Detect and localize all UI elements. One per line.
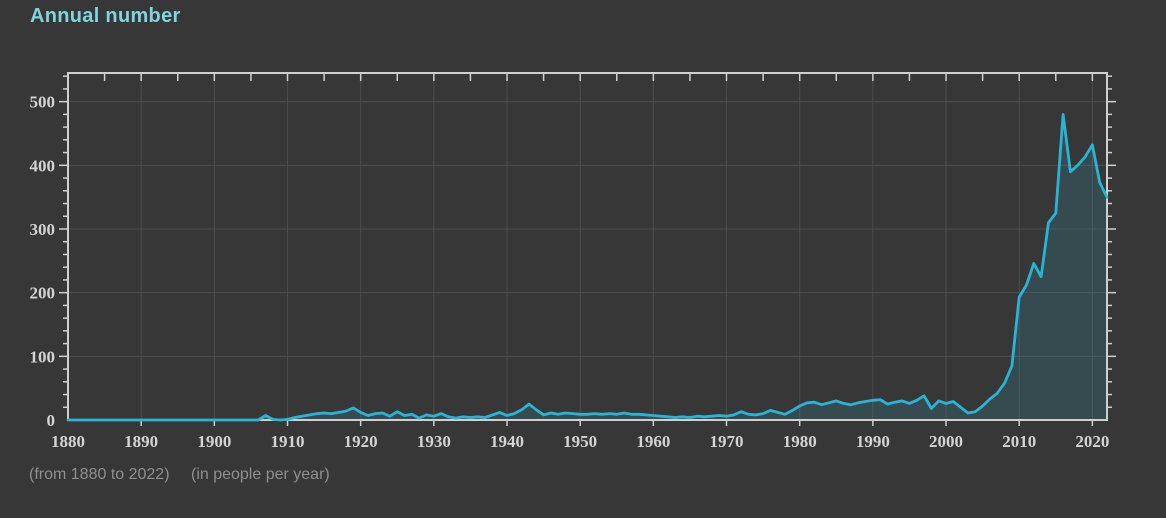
axis-ticks xyxy=(59,74,1116,426)
x-tick-label: 2010 xyxy=(1002,432,1036,451)
x-tick-label: 1950 xyxy=(563,432,597,451)
x-axis-labels: 1880 1890 1900 1910 1920 1930 1940 1950 1960 1970… xyxy=(51,432,1109,451)
y-tick-label: 300 xyxy=(30,220,56,239)
x-tick-label: 1940 xyxy=(490,432,524,451)
x-tick-label: 1970 xyxy=(710,432,744,451)
chart-caption: (from 1880 to 2022) (in people per year) xyxy=(29,466,330,484)
x-tick-label: 1910 xyxy=(271,432,305,451)
caption-range: (from 1880 to 2022) xyxy=(29,466,170,483)
x-tick-label: 1880 xyxy=(51,432,85,451)
y-tick-label: 200 xyxy=(30,284,56,303)
y-tick-label: 100 xyxy=(30,347,56,366)
x-tick-label: 2020 xyxy=(1075,432,1109,451)
y-axis-labels: 0 100 200 300 400 500 xyxy=(30,93,56,430)
x-tick-label: 1890 xyxy=(124,432,158,451)
page-title: Annual number xyxy=(30,5,181,27)
y-tick-label: 500 xyxy=(30,93,56,112)
x-tick-label: 1990 xyxy=(856,432,890,451)
gridlines xyxy=(68,73,1107,420)
y-tick-label: 400 xyxy=(30,156,56,175)
area-fill xyxy=(68,114,1107,421)
x-tick-label: 1980 xyxy=(783,432,817,451)
x-tick-label: 1920 xyxy=(344,432,378,451)
caption-unit: (in people per year) xyxy=(190,466,330,483)
y-tick-label: 0 xyxy=(47,411,56,430)
x-tick-label: 1960 xyxy=(636,432,670,451)
plot-border xyxy=(67,72,1108,421)
x-tick-label: 2000 xyxy=(929,432,963,451)
data-line xyxy=(66,113,1109,422)
x-tick-label: 1930 xyxy=(417,432,451,451)
x-tick-label: 1900 xyxy=(197,432,231,451)
